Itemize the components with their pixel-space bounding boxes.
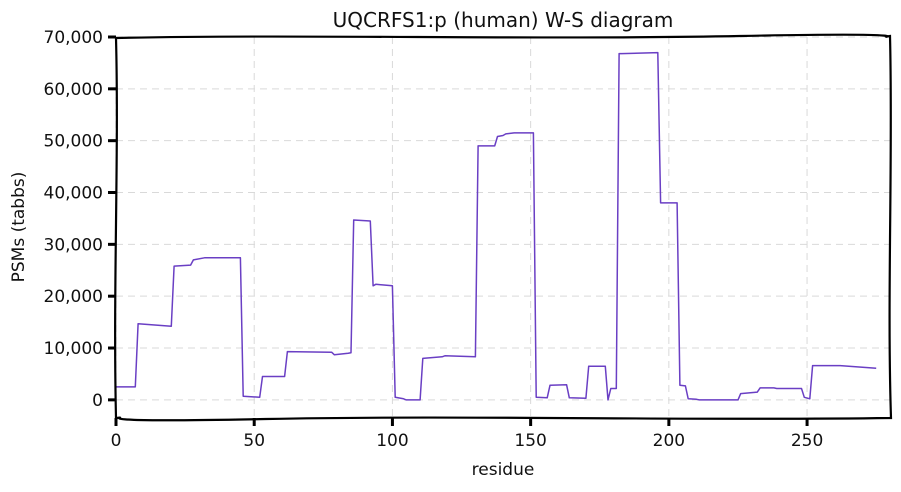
series-line xyxy=(116,51,877,401)
x-axis: 0 50 100 150 200 250 xyxy=(111,418,823,451)
series-layer xyxy=(116,51,877,401)
x-tick-label-1: 50 xyxy=(243,431,265,451)
y-tick-label-0: 0 xyxy=(92,391,103,411)
x-tick-label-3: 150 xyxy=(514,431,546,451)
plot-border xyxy=(114,33,893,422)
y-tick-label-5: 50,000 xyxy=(44,132,103,152)
x-tick-label-5: 250 xyxy=(791,431,823,451)
x-tick-label-2: 100 xyxy=(376,431,408,451)
y-tick-label-2: 20,000 xyxy=(44,287,103,307)
grid-layer xyxy=(115,36,890,418)
x-tick-label-0: 0 xyxy=(111,431,122,451)
y-tick-label-6: 60,000 xyxy=(44,80,103,100)
y-tick-label-4: 40,000 xyxy=(44,184,103,204)
y-tick-label-3: 30,000 xyxy=(44,235,103,255)
y-tick-label-1: 10,000 xyxy=(44,339,103,359)
chart-title: UQCRFS1:p (human) W-S diagram xyxy=(333,8,674,32)
plot-frame xyxy=(114,33,893,422)
y-tick-label-7: 70,000 xyxy=(44,28,103,48)
y-axis-label: PSMs (tabbs) xyxy=(9,172,29,283)
x-tick-label-4: 200 xyxy=(653,431,685,451)
y-axis: 0 10,000 20,000 30,000 40,000 50,000 60,000 70,… xyxy=(44,28,116,411)
x-axis-label: residue xyxy=(472,460,535,480)
